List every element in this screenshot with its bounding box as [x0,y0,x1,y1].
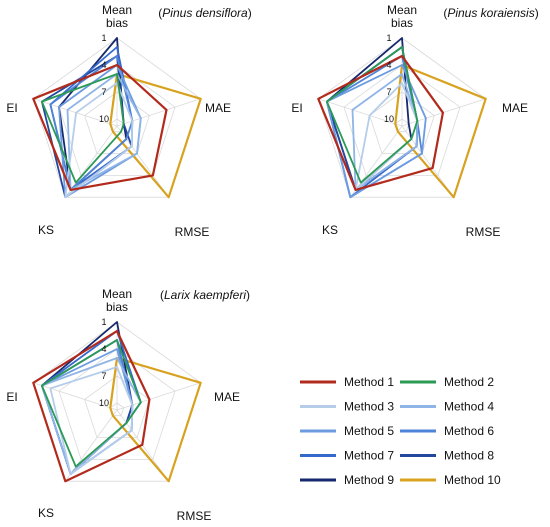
panel-1-axis-labels: Mean bias MAE RMSE KS EI [6,3,231,239]
grid-ring-1 [317,37,487,198]
grid-ring-4 [343,64,461,176]
legend-entry-method-1: Method 1 [300,375,394,389]
series-method-5 [325,64,427,199]
legend-entry-method-10: Method 10 [400,473,501,487]
grid-spoke-1 [116,382,201,411]
tick-label-7: 7 [386,87,391,97]
tick-label-10: 10 [99,114,109,124]
axis-label-4: EI [6,390,17,404]
series-method-2 [41,339,142,468]
radar-panel-3: (Larix kaempferi) 1 4 7 10 Mean bias MAE RMSE K… [6,287,250,523]
series-method-2 [325,46,419,184]
series-method-4 [41,357,142,475]
radar-panel-2: (Pinus koraiensis) 1 4 7 10 Mean bias MAE RMSE… [291,3,538,239]
grid-ring-7 [84,91,150,154]
panel-2-series-group [317,37,487,199]
legend: Method 1 Method 2 Method 3 Method 4 Method 5… [300,375,501,487]
legend-label: Method 6 [444,424,494,438]
legend-entry-method-3: Method 3 [300,400,394,414]
tick-label-7: 7 [101,87,106,97]
axis-label-3: KS [322,223,338,237]
series-method-1 [32,63,168,191]
axis-label-3: KS [38,223,54,237]
series-method-4 [351,73,419,191]
grid-ring-1 [32,37,202,198]
axis-label-2: RMSE [177,509,212,523]
axis-label-1: MAE [502,101,528,115]
legend-entry-method-7: Method 7 [300,449,394,463]
legend-entry-method-5: Method 5 [300,424,394,438]
grid-spoke-4 [318,98,403,127]
axis-label-2: RMSE [466,225,501,239]
legend-entry-method-4: Method 4 [400,400,494,414]
grid-ring-7 [369,91,435,154]
axis-label-0: Mean bias [102,287,132,314]
panel-3-series-group [32,321,202,483]
series-method-3 [49,366,134,475]
axis-label-2: RMSE [175,225,210,239]
legend-label: Method 8 [444,449,494,463]
grid-ring-1 [32,321,202,482]
axis-label-0: Mean bias [387,3,417,30]
grid-ring-4 [58,348,176,460]
series-method-3 [64,82,134,199]
axis-label-1: MAE [205,101,231,115]
tick-label-4: 4 [101,60,106,70]
grid-spoke-1 [116,98,201,127]
grid-spoke-4 [33,382,118,411]
axis-label-3: KS [38,506,54,520]
grid-spoke-4 [33,98,118,127]
legend-label: Method 3 [344,400,394,414]
tick-label-1: 1 [101,317,106,327]
series-method-10 [394,63,487,199]
tick-label-4: 4 [386,60,391,70]
tick-label-1: 1 [386,33,391,43]
panel-1-title: (Pinus densiflora) [158,6,251,20]
panel-2-ticks: 1 4 7 10 [384,33,394,124]
axis-label-1: MAE [214,390,240,404]
legend-label: Method 5 [344,424,394,438]
radar-panel-1: (Pinus densiflora) 1 4 7 10 Mean bias MAE RMSE… [6,3,251,239]
axis-label-4: EI [6,101,17,115]
legend-label: Method 2 [444,375,494,389]
panel-3-title: (Larix kaempferi) [160,288,250,302]
tick-label-10: 10 [384,114,394,124]
axis-label-4: EI [291,101,302,115]
legend-label: Method 1 [344,375,394,389]
tick-label-4: 4 [101,344,106,354]
legend-label: Method 4 [444,400,494,414]
series-method-10 [109,356,202,483]
panel-2-title: (Pinus koraiensis) [443,6,538,20]
panel-3-grid [32,321,202,482]
panel-3-axis-labels: Mean bias MAE RMSE KS EI [6,287,240,523]
series-method-10 [109,72,202,199]
series-method-1 [317,54,444,191]
series-method-3 [354,82,419,191]
panel-3-ticks: 1 4 7 10 [99,317,109,408]
legend-entry-method-9: Method 9 [300,473,394,487]
grid-spoke-3 [349,125,403,198]
series-method-4 [66,73,142,191]
panel-2-axis-labels: Mean bias MAE RMSE KS EI [291,3,528,239]
series-method-1 [32,329,151,483]
legend-entry-method-2: Method 2 [400,375,494,389]
legend-entry-method-6: Method 6 [400,424,494,438]
grid-spoke-3 [64,409,118,482]
tick-label-10: 10 [99,398,109,408]
legend-label: Method 10 [444,473,501,487]
legend-label: Method 7 [344,449,394,463]
grid-spoke-3 [64,125,118,198]
legend-label: Method 9 [344,473,394,487]
tick-label-7: 7 [101,371,106,381]
series-method-2 [41,73,125,184]
tick-label-1: 1 [101,33,106,43]
panel-1-ticks: 1 4 7 10 [99,33,109,124]
panel-1-series-group [32,37,202,199]
axis-label-0: Mean bias [102,3,132,30]
grid-ring-7 [84,375,150,438]
series-method-6 [49,55,134,191]
legend-entry-method-8: Method 8 [400,449,494,463]
